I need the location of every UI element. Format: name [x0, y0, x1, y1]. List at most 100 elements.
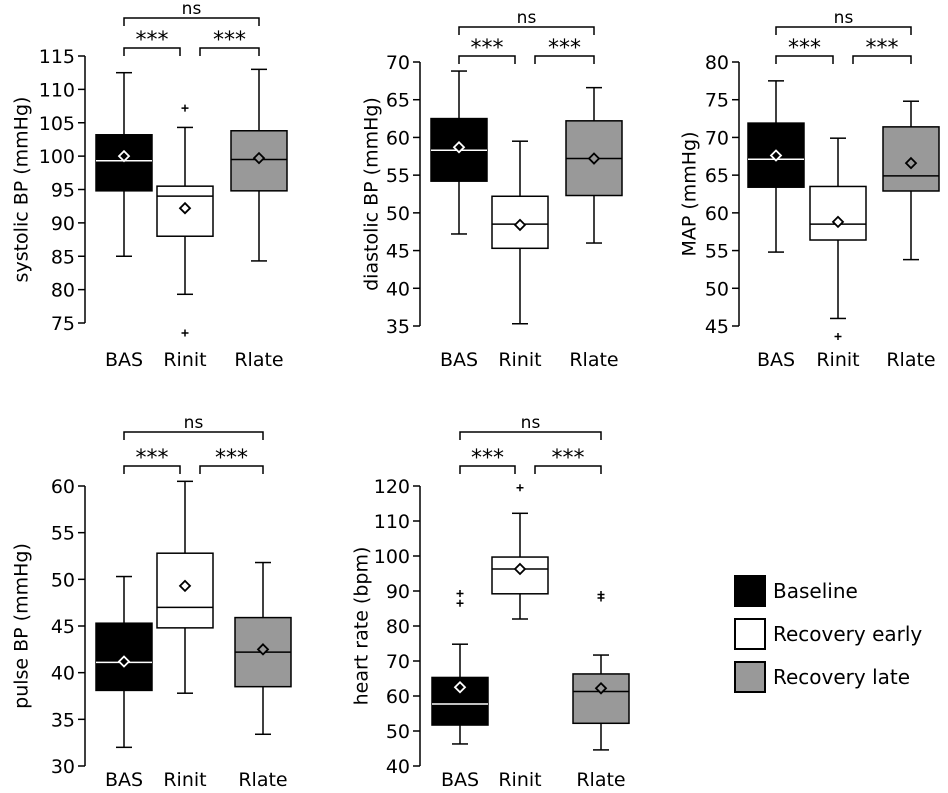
box-recovery-late: [572, 591, 630, 751]
legend-label-recovery-early: Recovery early: [773, 622, 922, 646]
mean-marker: [178, 579, 192, 593]
mean-marker: [117, 149, 131, 163]
legend-label-recovery-late: Recovery late: [773, 665, 910, 689]
x-category-label: Rinit: [816, 349, 859, 371]
mean-marker: [831, 215, 845, 229]
mean-marker: [117, 655, 131, 668]
significance-label: ***: [866, 36, 899, 61]
significance-label: ***: [471, 36, 504, 61]
y-tick-label: 55: [386, 165, 410, 187]
y-tick-label: 55: [705, 241, 729, 263]
significance-bracket: [534, 465, 602, 474]
x-category-label: BAS: [441, 769, 479, 791]
mean-marker: [252, 151, 266, 165]
box-iqr: [431, 676, 489, 726]
significance-label: ***: [788, 36, 821, 61]
significance-label: ***: [552, 446, 585, 471]
y-tick-label: 50: [386, 203, 410, 225]
box-recovery-late: [882, 100, 940, 261]
legend-item-recovery-late: Recovery late: [734, 661, 910, 693]
significance-bracket: [199, 47, 260, 56]
y-tick-label: 75: [51, 313, 75, 335]
y-tick-label: 80: [386, 616, 410, 638]
x-category-label: Rinit: [498, 769, 541, 791]
x-category-label: Rinit: [163, 349, 206, 371]
chart-panel-heartrate: 40 50 60 70 80 90 100 110 120 heart rate (bpm) BAS…: [351, 413, 630, 791]
significance-bracket: [123, 47, 181, 56]
outlier-marker: [516, 484, 524, 492]
significance-bracket: [775, 26, 912, 35]
mean-marker: [178, 201, 192, 215]
y-tick-label: 70: [386, 52, 410, 74]
y-tick-label: 75: [705, 90, 729, 112]
y-tick-label: 50: [51, 569, 75, 591]
box-recovery-late: [565, 86, 623, 244]
significance-label: ***: [136, 28, 169, 53]
y-axis-label: MAP (mmHg): [679, 131, 701, 256]
y-tick-label: 80: [705, 52, 729, 74]
significance-bracket: [199, 465, 264, 474]
box-recovery-late: [234, 561, 292, 736]
chart-panel-diastolic: 35 40 45 50 55 60 65 70 diastolic BP (mmHg) BAS Ri…: [361, 8, 623, 371]
y-tick-label: 60: [705, 203, 729, 225]
significance-bracket: [534, 55, 595, 64]
significance-bracket: [775, 55, 834, 64]
significance-bracket: [459, 465, 516, 474]
box-recovery-early: [156, 480, 214, 694]
significance-label: ***: [548, 36, 581, 61]
y-axis-label: heart rate (bpm): [351, 547, 373, 706]
box-recovery-early: [491, 140, 549, 325]
significance-label: ns: [182, 0, 202, 19]
y-axis-label: pulse BP (mmHg): [11, 543, 33, 709]
y-tick-label: 70: [705, 127, 729, 149]
significance-bracket: [459, 431, 602, 440]
x-category-label: Rlate: [569, 349, 618, 371]
x-category-label: BAS: [757, 349, 795, 371]
box-baseline: [430, 70, 488, 235]
y-tick-label: 40: [51, 663, 75, 685]
box-recovery-early: [809, 137, 867, 341]
mean-marker: [256, 643, 270, 656]
y-tick-label: 115: [39, 46, 75, 68]
outlier-marker: [181, 329, 189, 337]
y-tick-label: 100: [374, 546, 410, 568]
chart-panel-map: 45 50 55 60 65 70 75 80 MAP (mmHg) BAS Rinit Rlate *…: [679, 8, 940, 371]
y-tick-label: 35: [51, 709, 75, 731]
legend-swatch-baseline: [734, 575, 766, 607]
y-tick-label: 90: [51, 213, 75, 235]
x-category-label: Rlate: [234, 349, 283, 371]
x-category-label: Rinit: [163, 769, 206, 791]
box-iqr: [572, 673, 630, 725]
significance-label: ***: [136, 446, 169, 471]
box-iqr: [95, 134, 153, 192]
box-baseline: [95, 71, 153, 257]
significance-label: ns: [834, 8, 854, 28]
significance-label: ns: [521, 413, 541, 433]
y-tick-label: 105: [39, 113, 75, 135]
outlier-marker: [181, 104, 189, 112]
y-tick-label: 55: [51, 523, 75, 545]
chart-panel-pulse: 30 35 40 45 50 55 60 pulse BP (mmHg) BAS Rinit Rla…: [11, 413, 292, 791]
mean-marker: [513, 562, 527, 576]
legend-swatch-recovery-early: [734, 618, 766, 650]
outlier-marker: [456, 589, 464, 597]
significance-bracket: [458, 55, 516, 64]
x-category-label: BAS: [105, 349, 143, 371]
legend-item-baseline: Baseline: [734, 575, 858, 607]
significance-label: ns: [184, 413, 204, 433]
x-category-label: Rlate: [576, 769, 625, 791]
mean-marker: [594, 682, 608, 695]
legend-item-recovery-early: Recovery early: [734, 618, 922, 650]
legend-label-baseline: Baseline: [773, 579, 858, 603]
y-tick-label: 40: [386, 756, 410, 778]
box-recovery-late: [230, 68, 288, 262]
box-baseline: [747, 80, 805, 253]
mean-marker: [769, 149, 783, 162]
x-category-label: BAS: [105, 769, 143, 791]
x-category-label: Rinit: [498, 349, 541, 371]
outlier-marker: [597, 594, 605, 602]
legend-swatch-recovery-late: [734, 661, 766, 693]
significance-label: ***: [471, 446, 504, 471]
y-tick-label: 40: [386, 278, 410, 300]
